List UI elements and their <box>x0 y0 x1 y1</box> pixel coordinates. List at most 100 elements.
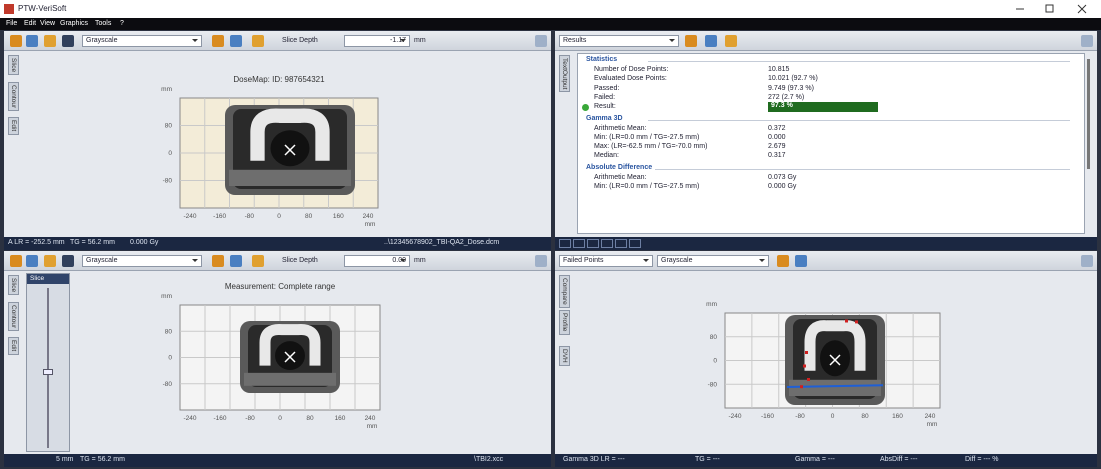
panel: Failed PointsGrayscaleCompareProfileDVHm… <box>555 251 1097 467</box>
status-bar <box>555 237 1097 250</box>
row-label: Median: <box>594 152 619 159</box>
x-tick-label: -240 <box>728 413 741 420</box>
x-tick-label: 160 <box>892 413 903 420</box>
title-bar: PTW-VeriSoft <box>0 0 1101 18</box>
slice-depth-unit: mm <box>414 37 426 44</box>
panel-menu-icon[interactable] <box>535 35 547 47</box>
tool-icon[interactable] <box>212 255 224 267</box>
tool-icon[interactable] <box>795 255 807 267</box>
tool-icon[interactable] <box>10 35 22 47</box>
status-text: A LR = -252.5 mm <box>8 239 65 246</box>
restore[interactable] <box>1046 5 1053 12</box>
panel-menu-icon[interactable] <box>1081 35 1093 47</box>
tool-icon[interactable] <box>230 35 242 47</box>
x-tick-label: 240 <box>363 213 374 220</box>
tool-icon[interactable] <box>26 255 38 267</box>
x-unit: mm <box>367 423 378 430</box>
tool-icon[interactable] <box>725 35 737 47</box>
x-tick-label: -160 <box>213 213 226 220</box>
x-tick-label: 240 <box>925 413 936 420</box>
x-tick-label: -80 <box>795 413 805 420</box>
side-tab[interactable]: Slice <box>8 275 19 295</box>
menu-item[interactable]: Graphics <box>60 20 88 27</box>
row-value: 97.3 % <box>768 102 878 112</box>
side-tab[interactable]: Contour <box>8 82 19 111</box>
tool-icon[interactable] <box>62 255 74 267</box>
panel-menu-icon[interactable] <box>535 255 547 267</box>
tool-icon[interactable] <box>685 35 697 47</box>
tool-icon[interactable] <box>44 35 56 47</box>
colormap-dropdown[interactable]: Grayscale <box>657 255 769 267</box>
row-value: 2.679 <box>768 143 786 150</box>
colormap-dropdown[interactable]: Grayscale <box>82 255 202 267</box>
side-tab[interactable]: Edit <box>8 337 19 354</box>
tool-icon[interactable] <box>62 35 74 47</box>
x-tick-label: 240 <box>365 415 376 422</box>
side-tab[interactable]: Slice <box>8 55 19 75</box>
window-title: PTW-VeriSoft <box>18 4 66 13</box>
menu-item[interactable]: View <box>40 20 55 27</box>
x-unit: mm <box>365 221 376 228</box>
y-tick-label: -80 <box>163 178 173 185</box>
tool-icon[interactable] <box>705 35 717 47</box>
menu-item[interactable]: Edit <box>24 20 36 27</box>
status-text: ..\12345678902_TBI-QA2_Dose.dcm <box>384 239 499 246</box>
image-band <box>244 373 336 386</box>
toolbar: Results <box>555 31 1097 51</box>
tool-icon[interactable] <box>26 35 38 47</box>
y-tick-label: 0 <box>168 150 172 157</box>
row-label: Min: (LR=0.0 mm / TG=-27.5 mm) <box>594 183 699 190</box>
plot: Measurement: Complete rangemm800-80-240-… <box>34 271 534 461</box>
plot-title: Measurement: Complete range <box>225 282 336 291</box>
x-tick-label: -80 <box>245 415 255 422</box>
x-tick-label: 0 <box>278 415 282 422</box>
colormap-dropdown[interactable]: Grayscale <box>82 35 202 47</box>
status-cell <box>601 239 613 248</box>
failed-point <box>805 351 808 354</box>
tool-icon[interactable] <box>212 35 224 47</box>
panel-menu-icon[interactable] <box>1081 255 1093 267</box>
x-tick-label: 80 <box>861 413 869 420</box>
app-icon <box>4 4 14 14</box>
menu-item[interactable]: ? <box>120 20 124 27</box>
side-tab[interactable]: Contour <box>8 302 19 331</box>
x-tick-label: -240 <box>183 213 196 220</box>
panel-content: SliceSliceContourEditMeasurement: Comple… <box>4 271 551 454</box>
slice-depth-input[interactable]: -1.17 <box>344 35 410 47</box>
panel: Results TextOutput StatisticsNumber of Dos… <box>555 31 1097 250</box>
tool-icon[interactable] <box>252 35 264 47</box>
view-dropdown[interactable]: Results <box>559 35 679 47</box>
x-tick-label: 80 <box>306 415 314 422</box>
failed-point <box>807 378 810 381</box>
image-center <box>820 340 850 376</box>
window-controls[interactable] <box>1010 3 1098 15</box>
row-label: Min: (LR=0.0 mm / TG=-27.5 mm) <box>594 134 699 141</box>
status-text: 5 mm <box>56 456 74 463</box>
toolbar: Failed Points Grayscale <box>555 251 1097 271</box>
tool-icon[interactable] <box>10 255 22 267</box>
status-text: TG = 56.2 mm <box>70 239 115 246</box>
y-tick-label: 80 <box>165 328 173 335</box>
view-dropdown[interactable]: Failed Points <box>559 255 653 267</box>
tool-icon[interactable] <box>777 255 789 267</box>
tool-icon[interactable] <box>44 255 56 267</box>
image-center <box>275 341 305 370</box>
tool-icon[interactable] <box>230 255 242 267</box>
status-cell <box>587 239 599 248</box>
failed-point <box>845 320 848 323</box>
menu-item[interactable]: Tools <box>95 20 111 27</box>
close[interactable] <box>1078 5 1086 13</box>
menu-item[interactable]: File <box>6 20 17 27</box>
slice-depth-input[interactable]: 0.00 <box>344 255 410 267</box>
y-unit: mm <box>706 301 717 308</box>
side-tab[interactable]: TextOutput <box>559 55 570 92</box>
row-label: Result: <box>594 103 616 110</box>
side-tab[interactable]: Edit <box>8 117 19 134</box>
y-tick-label: 80 <box>710 334 718 341</box>
tool-icon[interactable] <box>252 255 264 267</box>
x-tick-label: -240 <box>183 415 196 422</box>
